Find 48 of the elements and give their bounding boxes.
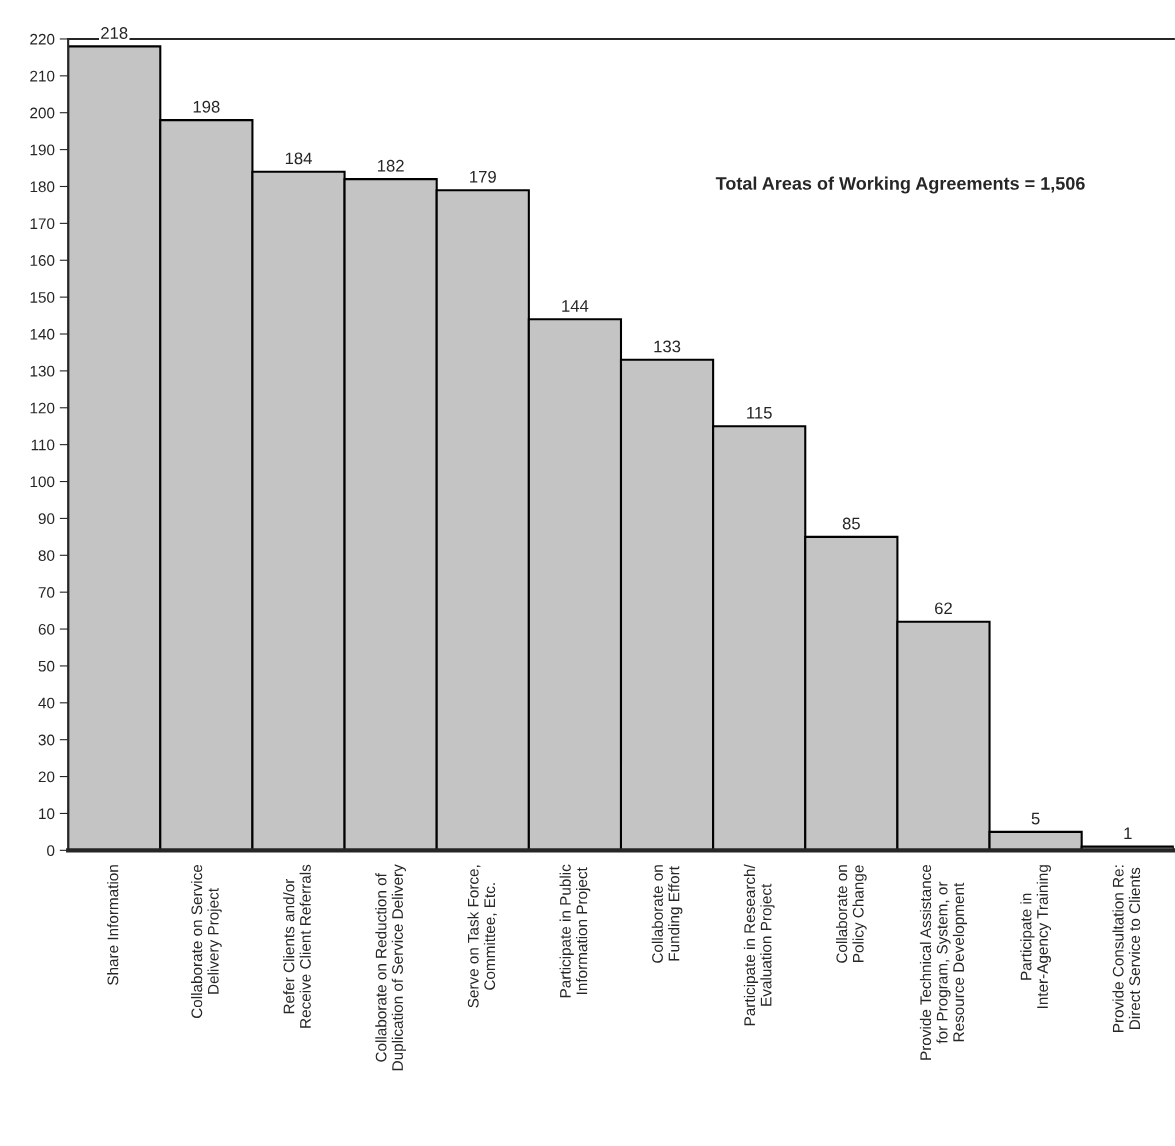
data-label: 179: [470, 170, 496, 183]
y-tick-label: 130: [30, 365, 55, 377]
data-label: 198: [193, 100, 220, 113]
data-label: 5: [1031, 812, 1040, 825]
y-tick-label: 210: [30, 70, 55, 82]
y-tick-label: 80: [38, 550, 55, 561]
x-tick-label: Provide Consultation Re: Direct Service to Clients: [1112, 865, 1141, 1032]
y-tick-label: 10: [39, 808, 55, 820]
data-label: 218: [101, 27, 128, 39]
data-label: 85: [842, 517, 860, 530]
y-tick-label: 200: [30, 107, 55, 119]
y-tick-label: 50: [38, 660, 55, 672]
y-tick-label: 20: [38, 771, 55, 783]
data-label: 115: [747, 407, 772, 419]
y-tick-label: 70: [38, 587, 55, 598]
data-label: 1: [1124, 827, 1132, 840]
y-tick-label: 40: [38, 697, 55, 709]
y-tick-label: 30: [38, 734, 55, 746]
y-tick-label: 190: [30, 144, 55, 156]
data-label: 133: [654, 340, 681, 353]
y-tick-label: 90: [38, 513, 55, 525]
x-tick-label: Collaborate on Service Delivery Project: [191, 864, 222, 1018]
y-tick-label: 140: [30, 328, 55, 340]
y-tick-label: 180: [30, 181, 55, 193]
data-label: 184: [285, 152, 312, 165]
x-tick-label: Participate in Public Information Project: [559, 864, 591, 998]
x-tick-label: Serve on Task Force, Committee, Etc.: [467, 865, 497, 1008]
data-label: 182: [378, 159, 404, 172]
y-tick-label: 120: [30, 402, 55, 414]
x-tick-label: Provide Technical Assistance for Program, System, or Resource Development: [919, 864, 968, 1060]
y-tick-label: 170: [30, 218, 55, 230]
y-tick-label: 220: [30, 33, 55, 45]
x-tick-label: Share Information: [107, 865, 119, 985]
x-tick-label: Participate in Inter-Agency Training: [1020, 865, 1051, 1009]
y-tick-label: 110: [31, 439, 55, 451]
y-tick-label: 100: [30, 476, 55, 488]
data-label: 62: [935, 602, 952, 615]
annotation: Total Areas of Working Agreements = 1,506: [715, 176, 1085, 194]
data-label: 144: [562, 300, 589, 312]
y-tick-label: 0: [47, 845, 55, 857]
x-tick-label: Participate in Research/ Evaluation Project: [743, 864, 775, 1026]
y-tick-label: 160: [30, 255, 55, 266]
y-tick-label: 60: [38, 623, 55, 635]
x-tick-label: Refer Clients and/or Receive Client Referrals: [283, 864, 311, 1028]
x-tick-label: Collaborate on Reduction of Duplication of Service Delivery: [375, 864, 406, 1071]
y-tick-label: 150: [30, 291, 55, 303]
x-tick-label: Collaborate on Policy Change: [835, 865, 867, 963]
x-tick-label: Collaborate on Funding Effort: [651, 865, 683, 963]
